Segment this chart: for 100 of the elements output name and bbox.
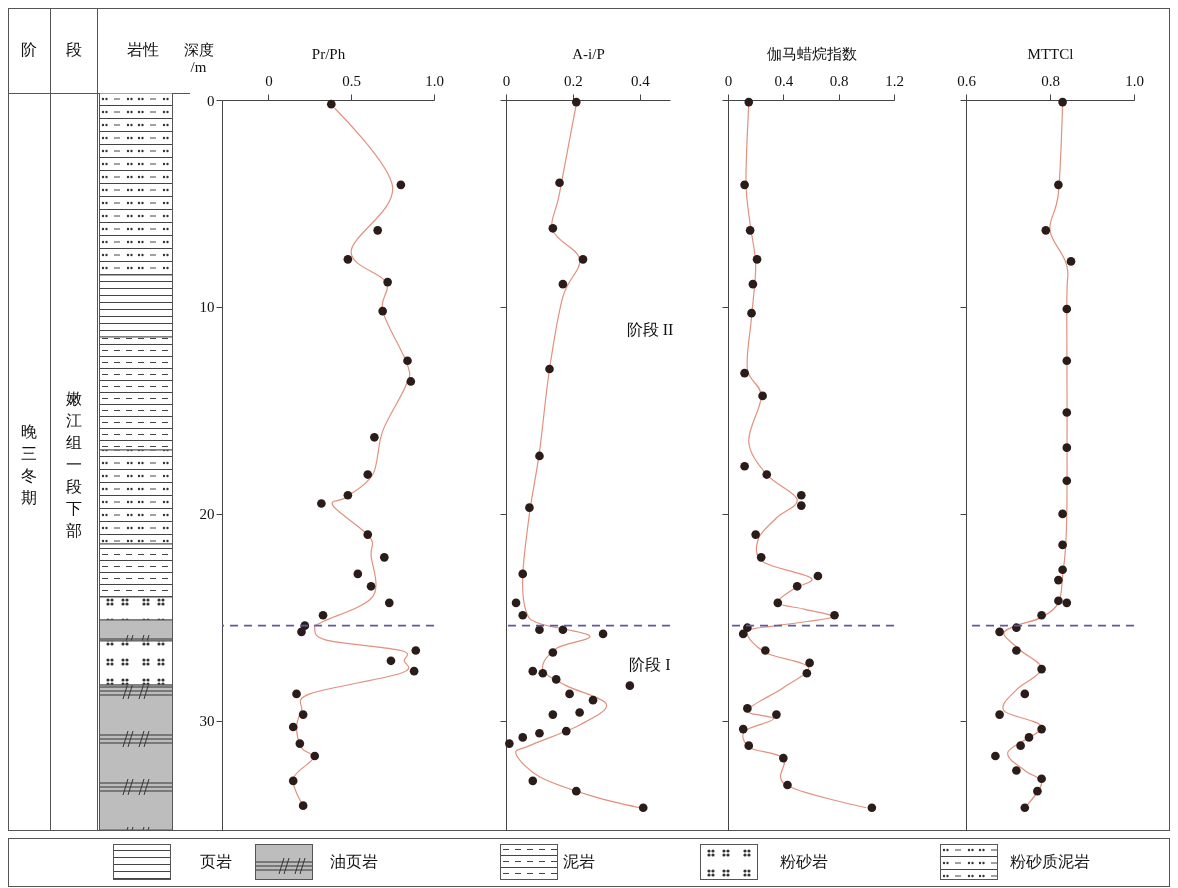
point xyxy=(740,461,749,471)
point xyxy=(366,581,376,591)
x-axis-title: Pr/Ph xyxy=(311,45,346,61)
text: 粉砂质泥岩 xyxy=(1010,851,1090,872)
point xyxy=(1012,765,1021,775)
point xyxy=(505,738,514,748)
point xyxy=(518,732,528,742)
point xyxy=(571,97,581,106)
point xyxy=(638,802,648,812)
point xyxy=(762,469,772,479)
point xyxy=(548,709,558,719)
point xyxy=(1062,355,1072,365)
point xyxy=(761,645,770,655)
point xyxy=(363,469,373,479)
point xyxy=(353,569,363,578)
point xyxy=(511,598,521,607)
point xyxy=(1058,97,1067,106)
point xyxy=(538,668,548,678)
y-axis-title: 深度 /m xyxy=(183,41,214,74)
point xyxy=(326,99,336,108)
point xyxy=(744,97,754,106)
point xyxy=(1020,802,1030,812)
point xyxy=(1058,564,1067,574)
point xyxy=(1062,304,1072,313)
point xyxy=(403,355,412,365)
x-tick-label: 0.2 xyxy=(564,72,583,88)
point xyxy=(752,254,762,264)
point xyxy=(383,277,392,286)
point xyxy=(1066,256,1076,266)
point xyxy=(548,647,558,657)
point xyxy=(411,645,421,655)
x-tick-label: 1.0 xyxy=(425,72,444,88)
annotation: 阶段 I xyxy=(629,655,671,673)
point xyxy=(518,610,528,620)
point xyxy=(578,254,588,264)
point xyxy=(373,225,383,235)
point xyxy=(318,610,328,620)
point xyxy=(1058,509,1067,518)
point xyxy=(1012,645,1021,655)
point xyxy=(738,629,748,638)
point xyxy=(1062,598,1072,607)
point xyxy=(1037,610,1046,620)
point xyxy=(598,629,608,638)
point xyxy=(396,180,406,189)
point xyxy=(1016,740,1025,750)
point xyxy=(1033,786,1042,795)
text: 页岩 xyxy=(200,851,232,872)
point xyxy=(756,552,766,562)
point xyxy=(298,800,308,810)
point xyxy=(1062,475,1072,485)
point xyxy=(310,751,320,760)
point xyxy=(802,668,812,678)
point xyxy=(317,498,326,508)
point xyxy=(561,726,571,735)
point xyxy=(747,308,756,317)
point xyxy=(745,225,755,235)
point xyxy=(288,722,298,731)
point xyxy=(386,655,396,665)
point xyxy=(991,751,1000,760)
point xyxy=(758,391,767,400)
x-tick-label: 0 xyxy=(724,72,733,88)
point xyxy=(298,709,308,719)
point xyxy=(528,666,538,675)
point xyxy=(995,709,1004,719)
point xyxy=(1037,773,1046,783)
point xyxy=(548,223,558,233)
y-tick-label: 0 xyxy=(207,92,215,108)
point xyxy=(575,707,584,717)
point xyxy=(1054,595,1063,605)
point xyxy=(525,502,534,512)
x-tick-label: 1.2 xyxy=(885,72,904,88)
x-tick-label: 0 xyxy=(502,72,511,88)
point xyxy=(995,627,1004,636)
point xyxy=(751,529,760,539)
point xyxy=(588,695,598,704)
point xyxy=(792,581,802,591)
point xyxy=(796,500,806,510)
y-tick-label: 10 xyxy=(199,298,215,315)
text: 油页岩 xyxy=(330,851,378,872)
point xyxy=(292,689,301,698)
point xyxy=(1062,407,1072,417)
point xyxy=(772,709,781,719)
point xyxy=(813,571,823,580)
point xyxy=(551,674,561,684)
point xyxy=(571,786,581,795)
x-tick-label: 0 xyxy=(265,72,273,88)
point xyxy=(625,680,635,690)
point xyxy=(744,740,754,750)
point xyxy=(743,703,752,713)
point xyxy=(1054,575,1063,584)
x-tick-label: 1.0 xyxy=(1125,72,1144,88)
point xyxy=(288,776,298,785)
text: 嫩江组一段下部 xyxy=(65,389,83,541)
text: 粉砂岩 xyxy=(780,851,828,872)
x-tick-label: 0.6 xyxy=(957,72,977,88)
x-axis-title: MTTCl xyxy=(1027,45,1074,61)
point xyxy=(1037,724,1046,733)
point xyxy=(555,177,564,187)
text: 阶 xyxy=(21,39,37,60)
text: 岩性 xyxy=(127,39,159,60)
